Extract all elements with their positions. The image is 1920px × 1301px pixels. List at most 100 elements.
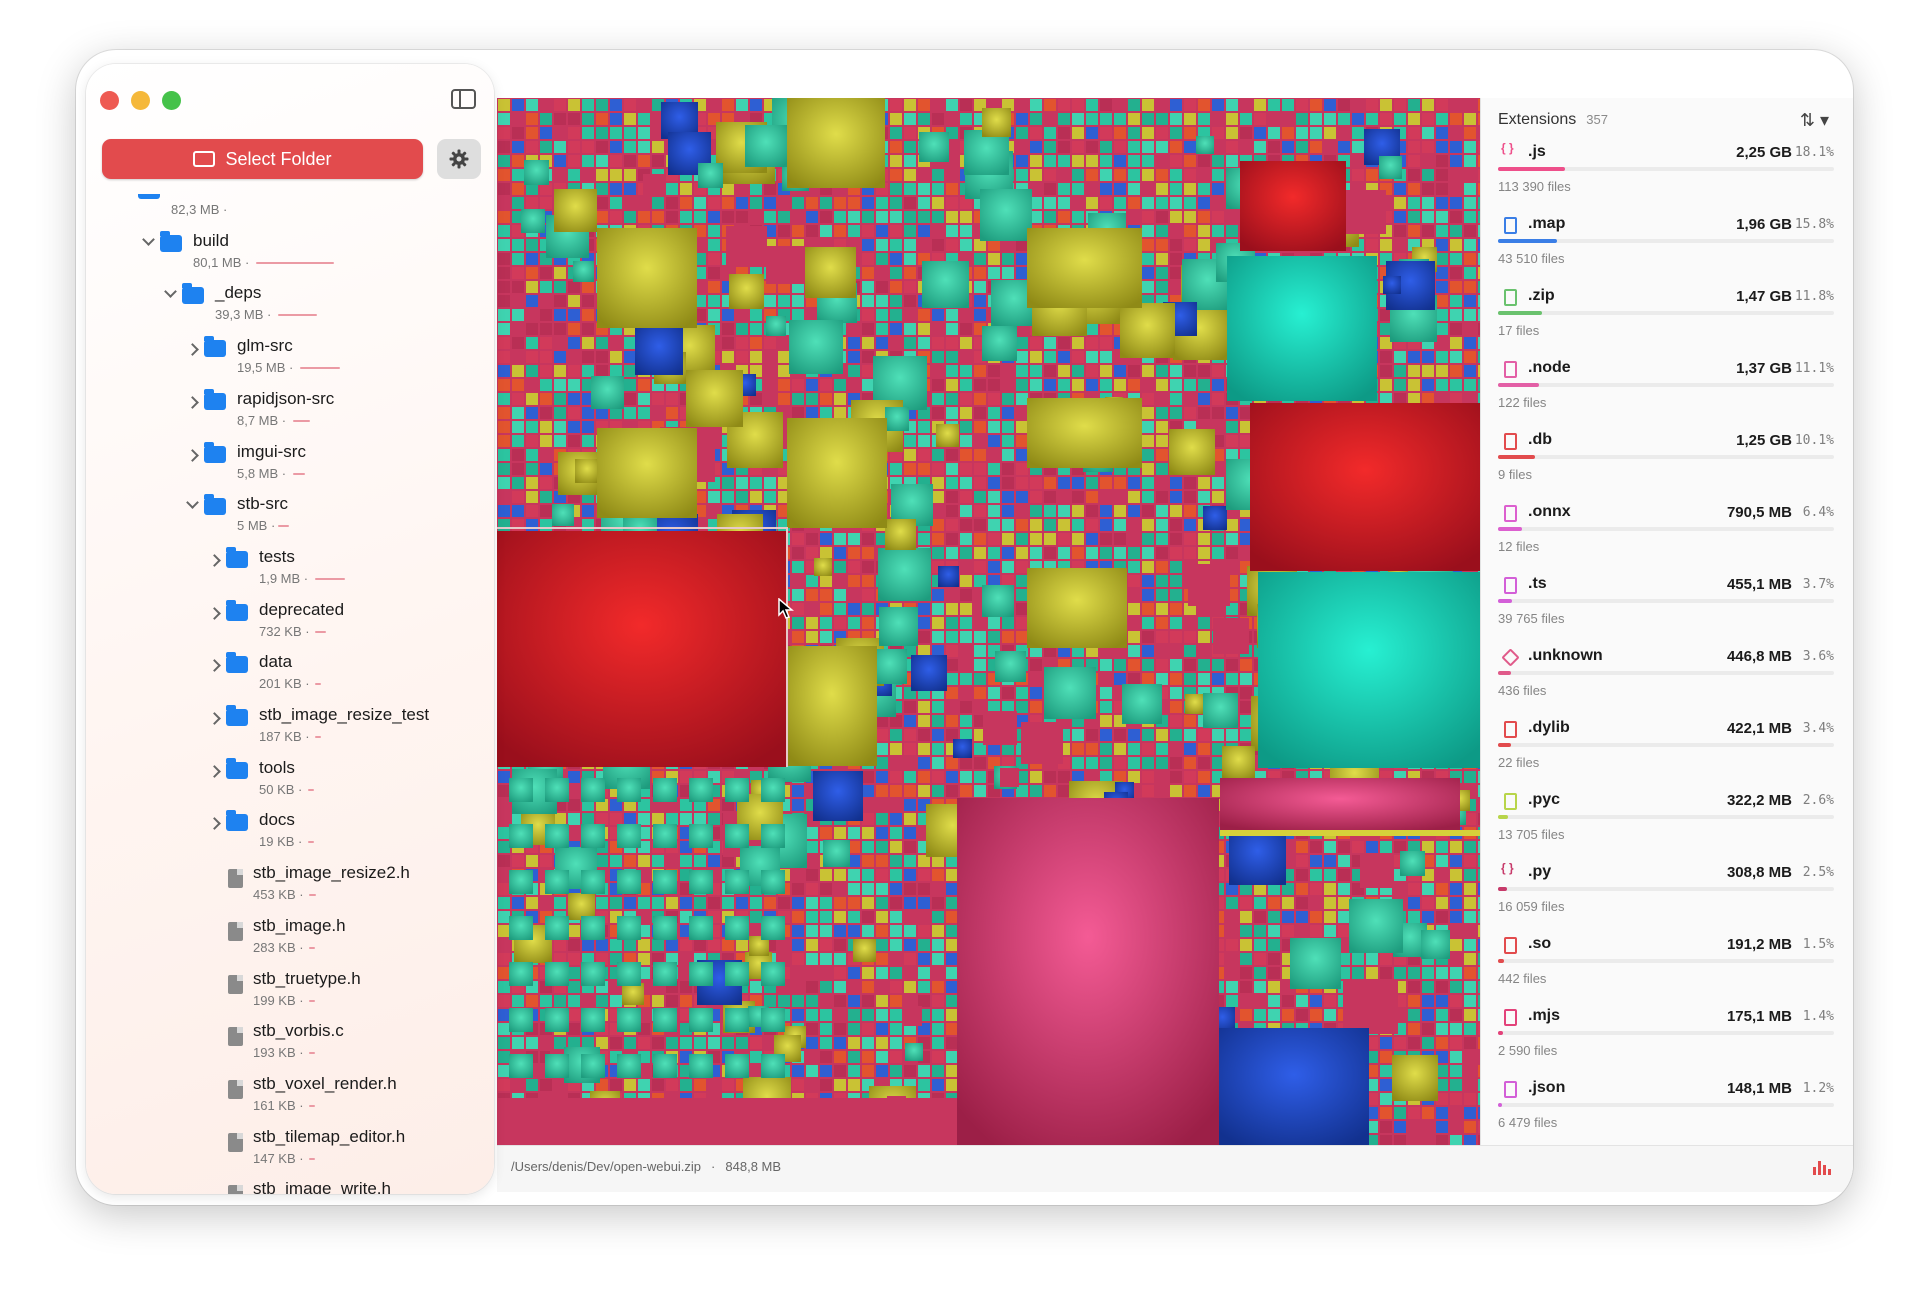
extension-size: 175,1 MB	[1726, 1008, 1792, 1025]
extension-row[interactable]: .ts 455,1 MB 3.7% 39 765 files	[1498, 575, 1834, 647]
extension-share-bar	[1498, 527, 1834, 531]
extension-name: .pyc	[1528, 791, 1561, 808]
tree-file-row[interactable]: stb_truetype.h 199 KB ·	[86, 969, 494, 1021]
tree-folder-row[interactable]: glm-src 19,5 MB ·	[86, 336, 494, 388]
extension-row[interactable]: .unknown 446,8 MB 3.6% 436 files	[1498, 647, 1834, 719]
tree-item-size: 5,8 MB ·	[237, 465, 287, 481]
zoom-window-button[interactable]	[162, 91, 181, 110]
treemap-block[interactable]	[497, 531, 786, 767]
treemap-block[interactable]	[597, 428, 697, 518]
extension-row[interactable]: .json 148,1 MB 1.2% 6 479 files	[1498, 1079, 1834, 1145]
chevron-right-icon[interactable]	[208, 817, 221, 831]
extension-row[interactable]: .zip 1,47 GB 11.8% 17 files	[1498, 287, 1834, 359]
chevron-right-icon[interactable]	[208, 606, 221, 620]
treemap-block[interactable]	[1250, 403, 1480, 571]
extension-row[interactable]: .map 1,96 GB 15.8% 43 510 files	[1498, 215, 1834, 287]
treemap-block[interactable]	[957, 798, 1219, 1145]
tree-item-size: 39,3 MB ·	[215, 307, 272, 323]
tree-item-size: 199 KB ·	[253, 992, 304, 1008]
treemap-block[interactable]	[1220, 778, 1460, 830]
treemap-block[interactable]	[1219, 1028, 1369, 1145]
tree-item-name: tests	[259, 546, 295, 566]
tree-folder-row[interactable]: data 201 KB ·	[86, 652, 494, 704]
settings-button[interactable]	[437, 139, 481, 179]
chevron-right-icon[interactable]	[208, 712, 221, 725]
chevron-down-icon[interactable]	[142, 232, 155, 246]
extension-row[interactable]: { } .js 2,25 GB 18.1% 113 390 files	[1498, 141, 1834, 215]
extension-row[interactable]: .pyc 322,2 MB 2.6% 13 705 files	[1498, 791, 1834, 863]
toggle-sidebar-icon[interactable]	[451, 89, 476, 109]
treemap-block[interactable]	[1227, 256, 1377, 401]
tree-file-row[interactable]: stb_voxel_render.h 161 KB ·	[86, 1074, 494, 1126]
extension-row[interactable]: .mjs 175,1 MB 1.4% 2 590 files	[1498, 1007, 1834, 1079]
extension-row[interactable]: { } .py 308,8 MB 2.5% 16 059 files	[1498, 861, 1834, 935]
treemap-canvas[interactable]	[497, 98, 1480, 1145]
extension-file-count: 122 files	[1498, 395, 1547, 410]
extension-row[interactable]: .onnx 790,5 MB 6.4% 12 files	[1498, 503, 1834, 575]
tree-file-row[interactable]: stb_vorbis.c 193 KB ·	[86, 1021, 494, 1073]
tree-file-row[interactable]: stb_image_write.h	[86, 1179, 494, 1194]
file-type-icon	[1504, 577, 1517, 594]
tree-item-size: 453 KB ·	[253, 887, 304, 903]
folder-icon	[226, 705, 248, 726]
chevron-down-icon[interactable]	[164, 285, 177, 299]
tree-item-name: stb_voxel_render.h	[253, 1073, 397, 1093]
treemap-block[interactable]	[497, 1098, 957, 1145]
extension-row[interactable]: .so 191,2 MB 1.5% 442 files	[1498, 935, 1834, 1007]
extension-share-fill	[1498, 959, 1504, 963]
treemap-block[interactable]	[787, 646, 877, 766]
chevron-right-icon[interactable]	[186, 448, 199, 462]
tree-file-row[interactable]: stb_image.h 283 KB ·	[86, 916, 494, 968]
extension-row[interactable]: .dylib 422,1 MB 3.4% 22 files	[1498, 719, 1834, 791]
treemap-block[interactable]	[1027, 568, 1127, 648]
tree-item-size-bar	[308, 999, 315, 1002]
close-window-button[interactable]	[100, 91, 119, 110]
tree-folder-row[interactable]: tools 50 KB ·	[86, 757, 494, 810]
treemap-block[interactable]	[1258, 572, 1480, 768]
tree-folder-row[interactable]: stb_image_resize_test 187 KB ·	[86, 705, 494, 757]
chevron-right-icon[interactable]	[208, 554, 221, 567]
extension-file-count: 2 590 files	[1498, 1043, 1558, 1058]
chevron-right-icon[interactable]	[186, 343, 199, 356]
extension-size: 191,2 MB	[1726, 936, 1792, 953]
tree-folder-row[interactable]: build 80,1 MB ·	[86, 230, 494, 283]
extension-row[interactable]: .node 1,37 GB 11.1% 122 files	[1498, 359, 1834, 431]
treemap-block[interactable]	[787, 418, 887, 528]
treemap-block[interactable]	[787, 98, 885, 188]
tree-folder-row[interactable]: _deps 39,3 MB ·	[86, 283, 494, 335]
tree-folder-row[interactable]: simulator 82,3 MB ·	[86, 194, 494, 230]
treemap-view[interactable]	[497, 98, 1480, 1145]
extension-percent: 3.4%	[1802, 721, 1834, 736]
tree-folder-row[interactable]: stb-src 5 MB ·	[86, 494, 494, 546]
treemap-block[interactable]	[1027, 228, 1142, 308]
treemap-block[interactable]	[1240, 161, 1346, 251]
extensions-title: Extensions	[1498, 111, 1577, 128]
treemap-block[interactable]	[597, 228, 697, 328]
tree-folder-row[interactable]: tests 1,9 MB ·	[86, 546, 494, 599]
tree-folder-row[interactable]: imgui-src 5,8 MB ·	[86, 441, 494, 494]
treemap-block[interactable]	[1027, 398, 1142, 468]
tree-file-row[interactable]: stb_tilemap_editor.h 147 KB ·	[86, 1127, 494, 1179]
chevron-down-icon[interactable]	[186, 496, 199, 510]
tree-item-size: 80,1 MB ·	[193, 254, 250, 270]
tree-item-size: 1,9 MB ·	[259, 570, 309, 586]
tree-item-size-bar	[256, 261, 334, 264]
extension-file-count: 16 059 files	[1498, 899, 1565, 914]
bar-chart-icon[interactable]	[1813, 1159, 1831, 1175]
tree-item-size-bar	[278, 314, 318, 317]
chevron-right-icon[interactable]	[208, 659, 221, 673]
tree-folder-row[interactable]: rapidjson-src 8,7 MB ·	[86, 388, 494, 441]
chevron-right-icon[interactable]	[186, 395, 199, 409]
file-icon	[228, 1079, 243, 1099]
tree-folder-row[interactable]: docs 19 KB ·	[86, 810, 494, 862]
sort-icon[interactable]: ⇅ ▾	[1799, 110, 1829, 130]
select-folder-button[interactable]: Select Folder	[102, 139, 423, 179]
extension-row[interactable]: .db 1,25 GB 10.1% 9 files	[1498, 431, 1834, 503]
chevron-right-icon[interactable]	[208, 764, 221, 778]
tree-folder-row[interactable]: deprecated 732 KB ·	[86, 599, 494, 652]
tree-file-row[interactable]: stb_image_resize2.h 453 KB ·	[86, 863, 494, 915]
extension-name: .js	[1528, 143, 1546, 160]
file-icon	[228, 1027, 243, 1047]
minimize-window-button[interactable]	[131, 91, 150, 110]
